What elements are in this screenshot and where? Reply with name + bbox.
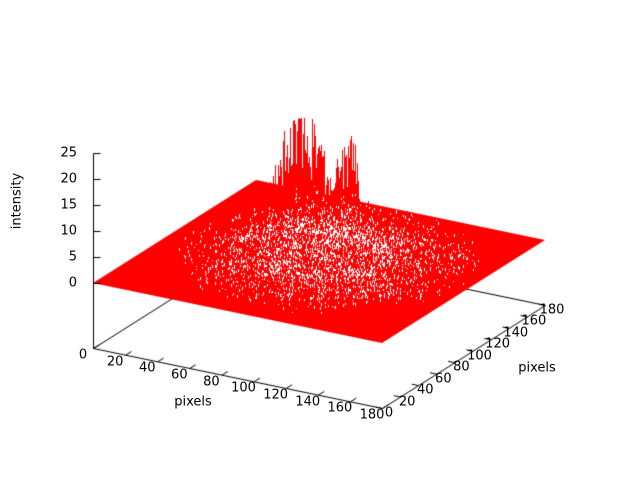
y-axis-label: pixels: [518, 360, 556, 376]
x-axis-label: pixels: [174, 394, 212, 410]
z-axis-label: intensity: [9, 172, 25, 230]
